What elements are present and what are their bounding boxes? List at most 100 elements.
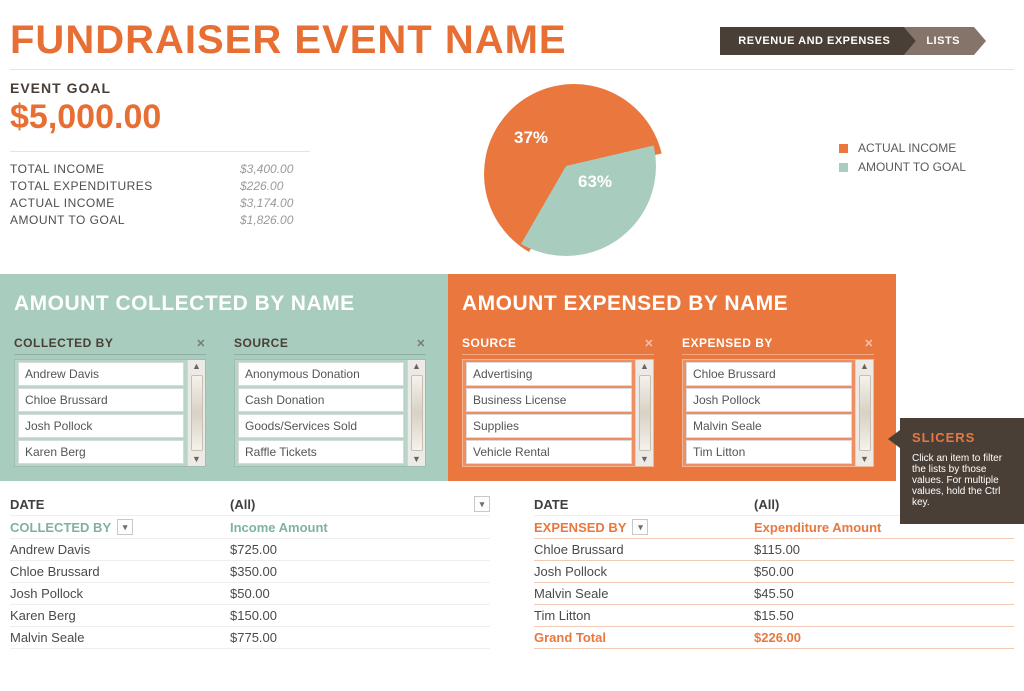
pivot-col-header: EXPENSED BY (534, 520, 626, 535)
slicer-expensed-by: EXPENSED BY ✕ Chloe Brussard Josh Pollock… (682, 336, 874, 467)
pivot-date-label: DATE (534, 497, 754, 512)
pivot-date-value: (All) (230, 497, 255, 512)
summary-value: $1,826.00 (240, 213, 293, 227)
clear-filter-icon[interactable]: ✕ (644, 337, 654, 350)
dropdown-icon[interactable]: ▾ (117, 519, 133, 535)
slicer-item[interactable]: Chloe Brussard (18, 388, 184, 412)
callout-body: Click an item to filter the lists by tho… (912, 453, 1012, 508)
slicer-item[interactable]: Josh Pollock (18, 414, 184, 438)
scroll-down-icon[interactable]: ▼ (192, 455, 201, 464)
slicer-header: COLLECTED BY (14, 336, 113, 350)
slicer-item[interactable]: Karen Berg (18, 440, 184, 464)
pivot-cell: Tim Litton (534, 608, 754, 623)
slicer-header: EXPENSED BY (682, 336, 773, 350)
pivot-cell: $50.00 (230, 586, 490, 601)
summary-value: $3,174.00 (240, 196, 293, 210)
panel-title: AMOUNT COLLECTED BY NAME (14, 292, 434, 316)
scroll-up-icon[interactable]: ▲ (412, 362, 421, 371)
summary-label: AMOUNT TO GOAL (10, 213, 240, 227)
income-pie-chart: 63% 37% (480, 80, 660, 260)
slicer-item[interactable]: Goods/Services Sold (238, 414, 404, 438)
pivot-grand-total-value: $226.00 (754, 630, 1014, 645)
slicer-item[interactable]: Advertising (466, 362, 632, 386)
scrollbar[interactable]: ▲▼ (407, 360, 425, 466)
pivot-cell: $350.00 (230, 564, 490, 579)
pivot-date-label: DATE (10, 497, 230, 512)
summary-label: TOTAL EXPENDITURES (10, 179, 240, 193)
pivot-cell: Andrew Davis (10, 542, 230, 557)
callout-title: SLICERS (912, 430, 1012, 445)
pivot-col-header: Income Amount (230, 520, 490, 535)
panel-title: AMOUNT EXPENSED BY NAME (462, 292, 882, 316)
slicer-expense-source: SOURCE ✕ Advertising Business License Sup… (462, 336, 654, 467)
event-goal-amount: $5,000.00 (10, 98, 440, 137)
slicer-item[interactable]: Business License (466, 388, 632, 412)
scrollbar[interactable]: ▲▼ (187, 360, 205, 466)
legend-label: AMOUNT TO GOAL (858, 160, 966, 174)
slicer-help-callout: SLICERS Click an item to filter the list… (900, 418, 1024, 524)
pivot-cell: $15.50 (754, 608, 1014, 623)
slicer-item[interactable]: Chloe Brussard (686, 362, 852, 386)
scroll-down-icon[interactable]: ▼ (860, 455, 869, 464)
breadcrumb: REVENUE AND EXPENSES LISTS (720, 27, 974, 55)
scroll-up-icon[interactable]: ▲ (860, 362, 869, 371)
slicer-header: SOURCE (234, 336, 288, 350)
pivot-cell: Chloe Brussard (534, 542, 754, 557)
pivot-cell: $775.00 (230, 630, 490, 645)
divider (10, 151, 310, 152)
slicer-item[interactable]: Supplies (466, 414, 632, 438)
slicer-item[interactable]: Andrew Davis (18, 362, 184, 386)
pivot-cell: Malvin Seale (534, 586, 754, 601)
scroll-thumb[interactable] (191, 375, 203, 451)
slicer-item[interactable]: Malvin Seale (686, 414, 852, 438)
summary-value: $226.00 (240, 179, 283, 193)
pivot-grand-total-label: Grand Total (534, 630, 754, 645)
scroll-up-icon[interactable]: ▲ (192, 362, 201, 371)
scrollbar[interactable]: ▲▼ (855, 360, 873, 466)
clear-filter-icon[interactable]: ✕ (196, 337, 206, 350)
pivot-cell: Josh Pollock (10, 586, 230, 601)
panel-expensed: AMOUNT EXPENSED BY NAME SOURCE ✕ Advertis… (448, 274, 896, 481)
pivot-cell: Malvin Seale (10, 630, 230, 645)
pivot-cell: $50.00 (754, 564, 1014, 579)
pivot-cell: Chloe Brussard (10, 564, 230, 579)
slicer-item[interactable]: Anonymous Donation (238, 362, 404, 386)
pie-slice-label: 63% (578, 172, 612, 192)
scroll-thumb[interactable] (859, 375, 871, 451)
pivot-date-value: (All) (754, 497, 779, 512)
slicer-header: SOURCE (462, 336, 516, 350)
scroll-thumb[interactable] (411, 375, 423, 451)
summary-label: TOTAL INCOME (10, 162, 240, 176)
slicer-item[interactable]: Tim Litton (686, 440, 852, 464)
pivot-cell: $725.00 (230, 542, 490, 557)
pivot-cell: $115.00 (754, 542, 1014, 557)
slicer-item[interactable]: Josh Pollock (686, 388, 852, 412)
scroll-up-icon[interactable]: ▲ (640, 362, 649, 371)
slicer-item[interactable]: Vehicle Rental (466, 440, 632, 464)
pivot-cell: Josh Pollock (534, 564, 754, 579)
legend-swatch (839, 163, 848, 172)
dropdown-icon[interactable]: ▾ (632, 519, 648, 535)
clear-filter-icon[interactable]: ✕ (864, 337, 874, 350)
pivot-cell: $45.50 (754, 586, 1014, 601)
summary-label: ACTUAL INCOME (10, 196, 240, 210)
slicer-collected-by: COLLECTED BY ✕ Andrew Davis Chloe Brussar… (14, 336, 206, 467)
pivot-cell: $150.00 (230, 608, 490, 623)
scroll-thumb[interactable] (639, 375, 651, 451)
clear-filter-icon[interactable]: ✕ (416, 337, 426, 350)
dropdown-icon[interactable]: ▾ (474, 496, 490, 512)
scroll-down-icon[interactable]: ▼ (640, 455, 649, 464)
legend-label: ACTUAL INCOME (858, 141, 956, 155)
pivot-col-header: COLLECTED BY (10, 520, 111, 535)
chart-legend: ACTUAL INCOME AMOUNT TO GOAL (839, 136, 966, 179)
tab-revenue-expenses[interactable]: REVENUE AND EXPENSES (720, 27, 904, 55)
slicer-item[interactable]: Raffle Tickets (238, 440, 404, 464)
slicer-source: SOURCE ✕ Anonymous Donation Cash Donation… (234, 336, 426, 467)
pivot-income: DATE (All)▾ COLLECTED BY▾ Income Amount … (10, 493, 490, 649)
scrollbar[interactable]: ▲▼ (635, 360, 653, 466)
pivot-cell: Karen Berg (10, 608, 230, 623)
panel-collected: AMOUNT COLLECTED BY NAME COLLECTED BY ✕ A… (0, 274, 448, 481)
slicer-item[interactable]: Cash Donation (238, 388, 404, 412)
scroll-down-icon[interactable]: ▼ (412, 455, 421, 464)
pie-slice-label: 37% (514, 128, 548, 148)
